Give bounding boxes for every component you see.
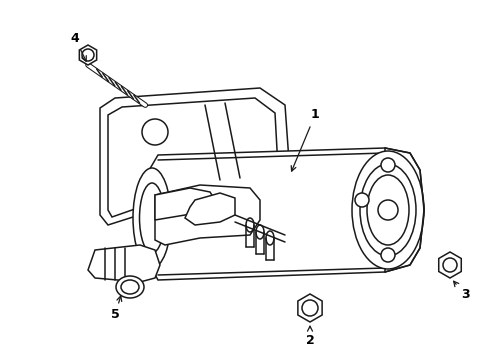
Ellipse shape: [359, 164, 415, 256]
Ellipse shape: [121, 280, 139, 294]
Circle shape: [354, 193, 368, 207]
Text: 3: 3: [453, 281, 468, 302]
Circle shape: [380, 158, 394, 172]
Circle shape: [82, 49, 94, 61]
Text: 5: 5: [110, 296, 122, 321]
Polygon shape: [184, 193, 235, 225]
Polygon shape: [100, 88, 289, 225]
Text: 1: 1: [291, 108, 319, 171]
Ellipse shape: [256, 225, 264, 239]
Ellipse shape: [351, 151, 423, 269]
Polygon shape: [155, 188, 215, 220]
Ellipse shape: [139, 183, 164, 253]
Text: 4: 4: [70, 31, 86, 61]
Polygon shape: [297, 294, 322, 322]
Polygon shape: [148, 148, 394, 280]
Polygon shape: [438, 252, 460, 278]
Polygon shape: [88, 245, 160, 282]
Text: 2: 2: [305, 326, 314, 346]
Polygon shape: [108, 98, 278, 217]
Ellipse shape: [116, 276, 143, 298]
Circle shape: [442, 258, 456, 272]
Ellipse shape: [366, 175, 408, 245]
Polygon shape: [155, 185, 260, 245]
Polygon shape: [384, 148, 423, 272]
Polygon shape: [79, 45, 97, 65]
Circle shape: [377, 200, 397, 220]
Circle shape: [302, 300, 317, 316]
Circle shape: [142, 119, 168, 145]
Circle shape: [380, 248, 394, 262]
Ellipse shape: [245, 218, 253, 232]
Ellipse shape: [265, 231, 273, 245]
Ellipse shape: [133, 168, 171, 268]
